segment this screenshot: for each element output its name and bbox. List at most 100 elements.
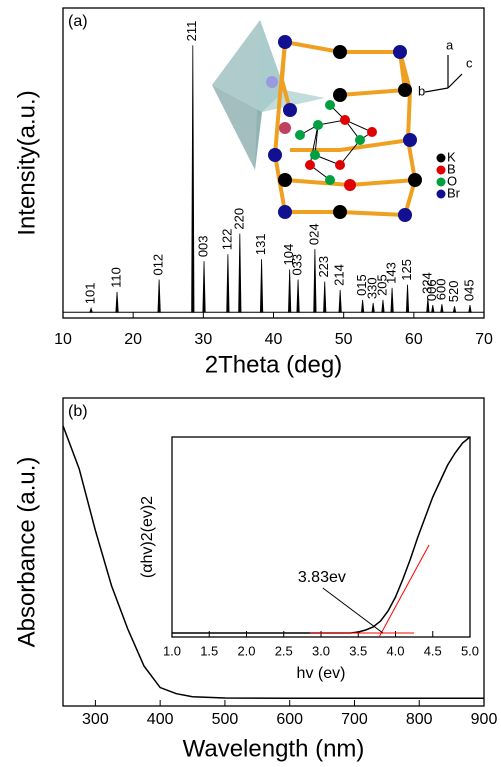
peak [226, 254, 230, 313]
peak-label: 330 [365, 277, 380, 299]
atom [367, 127, 377, 137]
polyhedron-face [255, 20, 325, 170]
legend-label: Br [447, 185, 461, 200]
atom [278, 35, 292, 49]
atom [279, 122, 291, 134]
peak-label: 131 [253, 233, 268, 255]
x-tick-label: 30 [194, 331, 212, 348]
atom [310, 150, 320, 160]
x-tick-label: 3.0 [312, 643, 330, 658]
atom [398, 83, 412, 97]
peak [468, 305, 472, 313]
x-tick-label: 1.5 [200, 643, 218, 658]
x-tick-label: 2.5 [275, 643, 293, 658]
peak [115, 291, 119, 313]
atom [325, 100, 335, 110]
atom [333, 45, 347, 59]
peak-label: 033 [289, 254, 304, 276]
x-tick-label: 800 [406, 711, 433, 728]
peak [288, 269, 292, 313]
peak [238, 233, 242, 313]
peak [89, 306, 93, 313]
x-tick-label: 3.5 [349, 643, 367, 658]
peak-label: 220 [231, 208, 246, 230]
peak-label: 015 [354, 274, 369, 296]
x-tick-label: 2.0 [237, 643, 255, 658]
bond [329, 104, 374, 141]
peak-label: 205 [374, 274, 389, 296]
peak-label: 143 [384, 262, 399, 284]
y-axis-label: (αhv)2(ev)2 [139, 496, 156, 578]
panel-label: (b) [68, 403, 88, 420]
atom [278, 205, 292, 219]
plot-frame [171, 436, 471, 638]
atoms [266, 35, 422, 222]
x-tick-label: 500 [212, 711, 239, 728]
legend-swatch [436, 165, 446, 175]
peak [426, 297, 430, 313]
peak-label: 024 [306, 223, 321, 245]
atom [278, 173, 292, 187]
atom [355, 135, 365, 145]
x-tick-label: 20 [124, 331, 142, 348]
peak [323, 281, 327, 313]
data-line [172, 436, 471, 634]
peak [191, 45, 195, 313]
peak-label: 045 [461, 279, 476, 301]
lattice-axis-label: a [446, 37, 454, 52]
lattice-axis-label: b [418, 83, 425, 98]
peak [440, 304, 444, 313]
lattice-axis-label: c [466, 55, 473, 70]
legend-label: K [447, 149, 456, 164]
peak [390, 287, 394, 313]
peak-label: 110 [108, 267, 123, 288]
x-tick-label: 50 [335, 331, 353, 348]
peak-label: 214 [332, 264, 347, 286]
legend-swatch [436, 153, 446, 163]
bond [272, 40, 418, 218]
peak-label: 101 [83, 283, 98, 305]
legend-swatch [436, 189, 446, 199]
x-tick-label: 600 [276, 711, 303, 728]
atom [344, 179, 356, 191]
annotation: 3.83ev [298, 569, 346, 586]
atom [398, 208, 412, 222]
peak [452, 306, 457, 313]
peak [360, 299, 365, 313]
x-tick-label: 400 [147, 711, 174, 728]
atom [295, 130, 305, 140]
peak-label: 125 [399, 259, 414, 281]
peak [157, 279, 161, 313]
atom [333, 205, 347, 219]
legend-label: B [447, 161, 456, 176]
x-axis-label: Wavelength (nm) [183, 735, 365, 762]
y-axis-label: Absorbance (a.u.) [13, 457, 40, 648]
data-line [62, 425, 484, 700]
x-tick-label: 300 [82, 711, 109, 728]
peak [259, 259, 264, 313]
atom [340, 115, 350, 125]
x-tick-label: 1.0 [163, 643, 181, 658]
axis-arrow [447, 73, 463, 89]
peak-label: 012 [151, 254, 166, 276]
bond [279, 41, 292, 111]
atom [393, 45, 407, 59]
x-tick-label: 40 [265, 331, 283, 348]
peak [338, 289, 342, 313]
annotation-arrow [322, 587, 384, 634]
x-tick-label: 70 [475, 331, 493, 348]
peak-label: 600 [433, 279, 448, 301]
x-tick-label: 4.5 [424, 643, 442, 658]
atom [266, 76, 278, 88]
y-axis-label: Intensity(a.u.) [13, 90, 40, 235]
atom [408, 173, 422, 187]
x-tick-label: 10 [54, 331, 72, 348]
atom [268, 148, 282, 162]
peak-label: 003 [195, 235, 210, 257]
atom [403, 133, 417, 147]
axis-arrow [424, 87, 449, 93]
fit-line [378, 544, 430, 638]
peak-label: 324 [419, 272, 434, 294]
peak [313, 249, 317, 313]
